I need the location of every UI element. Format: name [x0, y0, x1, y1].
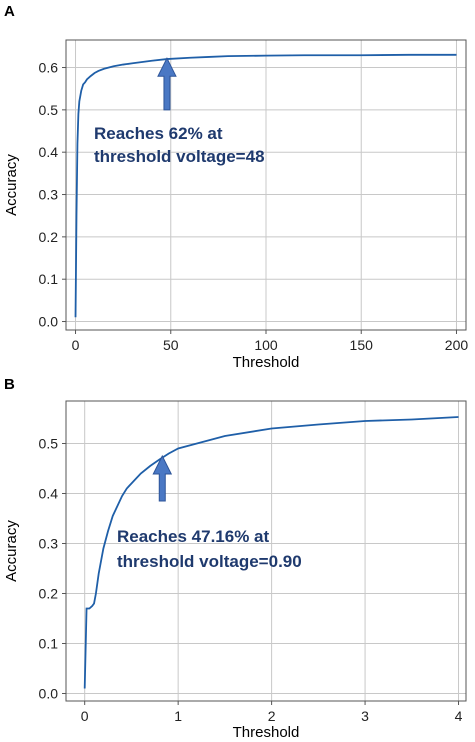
y-tick-label: 0.3: [39, 536, 59, 552]
chart-b-x-axis-title: Threshold: [233, 724, 300, 741]
chart-panel-b: B 0 1 2 3 4 0.0 0.1 0.2 0.3 0.4 0.5 Threshold Acc…: [0, 371, 475, 742]
chart-b-annotation-arrow: [152, 454, 173, 502]
accuracy-series-line: [83, 416, 459, 689]
chart-b-plot-frame: [65, 400, 467, 702]
x-tick-label: 200: [445, 337, 469, 353]
chart-a-annotation-arrow: [157, 57, 177, 111]
chart-b-gridlines: [66, 401, 466, 701]
x-tick-label: 0: [81, 708, 89, 724]
chart-b-svg: B 0 1 2 3 4 0.0 0.1 0.2 0.3 0.4 0.5 Threshold Acc…: [3, 376, 467, 741]
chart-b-annotation-line2: threshold voltage=0.90: [117, 552, 302, 571]
annotation-arrow-shape: [152, 454, 173, 502]
y-tick-label: 0.2: [39, 586, 59, 602]
y-tick-label: 0.4: [39, 144, 59, 160]
x-tick-label: 1: [174, 708, 182, 724]
chart-a-y-ticks: 0.0 0.1 0.2 0.3 0.4 0.5 0.6: [39, 60, 66, 330]
x-tick-label: 150: [350, 337, 374, 353]
y-tick-label: 0.0: [39, 686, 59, 702]
x-tick-label: 4: [455, 708, 463, 724]
x-tick-label: 3: [361, 708, 369, 724]
chart-a-series: [74, 53, 457, 318]
chart-b-x-ticks: 0 1 2 3 4: [81, 701, 463, 724]
y-tick-label: 0.6: [39, 60, 59, 76]
chart-a-annotation-line2: threshold voltage=48: [94, 147, 265, 166]
panel-label-a: A: [4, 3, 15, 20]
accuracy-series-line: [74, 53, 457, 318]
y-tick-label: 0.3: [39, 187, 59, 203]
x-tick-label: 100: [254, 337, 278, 353]
chart-a-x-ticks: 0 50 100 150 200: [72, 330, 469, 353]
chart-a-gridlines: [66, 40, 466, 330]
chart-b-y-axis-title: Accuracy: [3, 520, 20, 582]
chart-a-y-axis-title: Accuracy: [3, 154, 20, 216]
x-tick-label: 2: [268, 708, 276, 724]
y-tick-label: 0.0: [39, 314, 59, 330]
y-tick-label: 0.2: [39, 229, 59, 245]
chart-b-y-ticks: 0.0 0.1 0.2 0.3 0.4 0.5: [39, 436, 66, 702]
x-tick-label: 0: [72, 337, 80, 353]
y-tick-label: 0.5: [39, 102, 59, 118]
x-tick-label: 50: [163, 337, 179, 353]
y-tick-label: 0.1: [39, 636, 59, 652]
chart-b-series: [83, 416, 459, 689]
y-tick-label: 0.1: [39, 271, 59, 287]
chart-b-annotation-line1: Reaches 47.16% at: [117, 527, 269, 546]
chart-a-svg: A 0 50 100 150 200 0.0 0.1 0.2 0.3 0.4 0.5 0.6 Thr…: [3, 3, 469, 371]
y-tick-label: 0.4: [39, 486, 59, 502]
panel-label-b: B: [4, 376, 15, 393]
chart-panel-a: A 0 50 100 150 200 0.0 0.1 0.2 0.3 0.4 0.5 0.6 Thr…: [3, 3, 469, 371]
y-tick-label: 0.5: [39, 436, 59, 452]
annotation-arrow-shape: [157, 57, 177, 111]
chart-a-annotation-line1: Reaches 62% at: [94, 124, 223, 143]
chart-a-x-axis-title: Threshold: [233, 354, 300, 371]
